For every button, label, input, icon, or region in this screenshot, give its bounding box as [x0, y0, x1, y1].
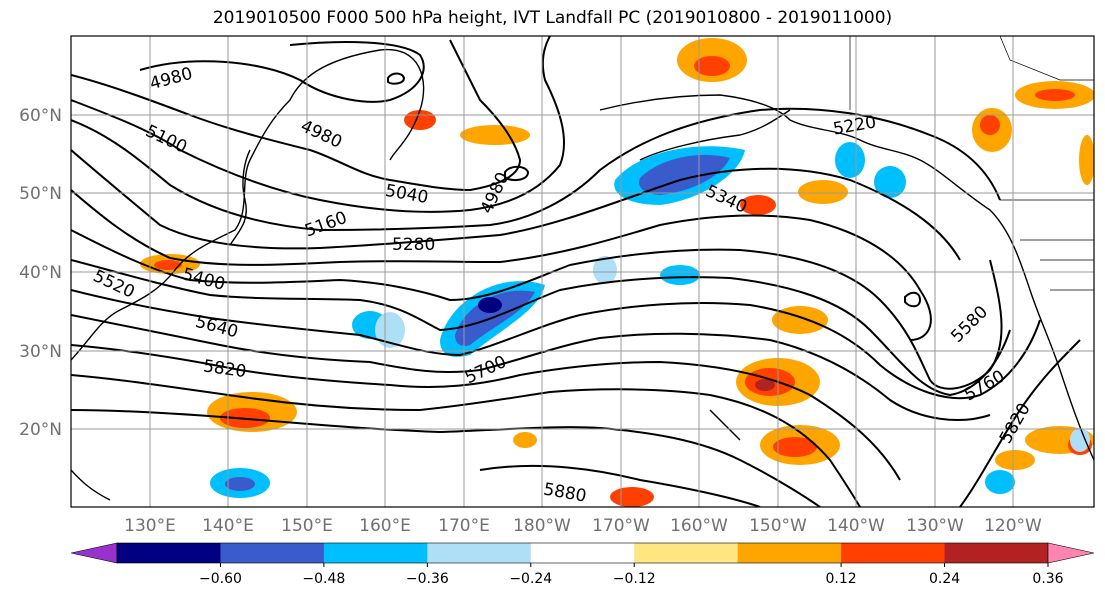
- colorbar: −0.60−0.48−0.36−0.24−0.120.120.240.360.4…: [70, 542, 1095, 587]
- colorbar-bin: [427, 543, 532, 563]
- colorbar-bin: [117, 543, 221, 563]
- colorbar-bin: [841, 543, 946, 563]
- colorbar-tick-label: −0.24: [509, 571, 552, 587]
- lon-label: 120°W: [984, 516, 1042, 536]
- contour-5820: [71, 409, 821, 507]
- ivt-blob: [660, 265, 700, 285]
- ivt-blob: [773, 437, 817, 457]
- coastline-north-america: [599, 94, 1094, 461]
- colorbar-bin: [323, 543, 428, 563]
- coastline-philippines: [71, 469, 111, 501]
- lon-label: 160°E: [359, 516, 411, 536]
- colorbar-extend-left: [70, 542, 118, 564]
- ivt-blob: [694, 56, 730, 76]
- contour-5700: [71, 344, 901, 481]
- contour-closed-low: [504, 165, 530, 181]
- ivt-blob: [995, 450, 1035, 470]
- colorbar-tick-label: −0.36: [406, 571, 449, 587]
- colorbar-extend-right: [1047, 542, 1095, 564]
- colorbar-tick-label: 0.36: [1032, 571, 1063, 587]
- lat-label: 20°N: [19, 420, 62, 440]
- ivt-blob: [593, 256, 617, 284]
- contour-5220: [71, 107, 1001, 232]
- ivt-blob: [225, 477, 255, 491]
- contour-closed-low: [904, 291, 922, 308]
- colorbar-tick-label: −0.48: [302, 571, 345, 587]
- lon-label: 150°E: [281, 516, 333, 536]
- ivt-blob: [835, 142, 865, 178]
- lon-label: 170°E: [438, 516, 490, 536]
- colorbar-bin: [737, 543, 842, 563]
- coastline-japan: [229, 149, 251, 246]
- ivt-blob: [455, 290, 535, 346]
- lon-label: 140°W: [827, 516, 885, 536]
- contour-5340: [71, 189, 932, 341]
- lon-label: 180°W: [513, 516, 571, 536]
- ivt-blob: [740, 195, 776, 215]
- colorbar-tick-label: 0.12: [826, 571, 857, 587]
- ivt-blob: [375, 312, 405, 348]
- lon-label: 130°E: [124, 516, 176, 536]
- ivt-blob: [478, 297, 502, 313]
- contour-5280: [71, 149, 961, 261]
- colorbar-tick-label: −0.12: [613, 571, 656, 587]
- lon-label: 150°W: [749, 516, 807, 536]
- coastline-aleutians: [639, 109, 791, 161]
- ivt-blob: [404, 110, 436, 130]
- lon-label: 170°W: [592, 516, 650, 536]
- contour-5880: [479, 464, 761, 507]
- ivt-positive-shading: [140, 38, 1094, 507]
- ivt-blob: [1070, 428, 1090, 452]
- ivt-blob: [1079, 135, 1094, 185]
- lon-label: 140°E: [202, 516, 254, 536]
- province-borders: [999, 36, 1094, 81]
- ivt-blob: [639, 154, 730, 195]
- ivt-blob: [460, 125, 530, 145]
- contour-5520: [71, 259, 1011, 397]
- colorbar-tick-label: 0.24: [929, 571, 960, 587]
- map-frame: [70, 35, 1095, 508]
- lat-label: 30°N: [19, 342, 62, 362]
- ivt-blob: [1035, 89, 1075, 101]
- ivt-blob: [980, 115, 1000, 135]
- ivt-blob: [513, 432, 537, 448]
- longitude-labels: 130°E 140°E 150°E 160°E 170°E 180°W 170°…: [124, 516, 1042, 536]
- colorbar-bin: [530, 543, 635, 563]
- contour-label: 5280: [392, 235, 435, 255]
- latitude-labels: 20°N 30°N 40°N 50°N 60°N: [19, 106, 62, 440]
- colorbar-tick-label: −0.60: [199, 571, 242, 587]
- lat-label: 60°N: [19, 106, 62, 126]
- graticule: [71, 36, 1094, 507]
- ivt-blob: [755, 379, 775, 391]
- map-title: 2019010500 F000 500 hPa height, IVT Land…: [212, 8, 893, 28]
- ivt-blob: [985, 470, 1015, 494]
- lat-label: 40°N: [19, 263, 62, 283]
- contour-5760: [71, 374, 861, 507]
- lon-label: 130°W: [906, 516, 964, 536]
- coastline-hawaii: [709, 409, 741, 441]
- state-borders: [1020, 239, 1094, 291]
- contour-5580: [71, 289, 1041, 400]
- contour-closed-low: [387, 72, 406, 85]
- colorbar-bin: [634, 543, 739, 563]
- ivt-blob: [772, 306, 828, 334]
- ivt-blob: [798, 180, 848, 204]
- lon-label: 160°W: [670, 516, 728, 536]
- lat-label: 50°N: [19, 184, 62, 204]
- political-borders: [849, 36, 1094, 291]
- ivt-blob: [154, 260, 182, 270]
- ivt-negative-shading: [210, 142, 1090, 498]
- colorbar-bin: [944, 543, 1049, 563]
- contour-5100: [71, 36, 566, 213]
- ivt-blob: [610, 487, 654, 507]
- colorbar-bin: [220, 543, 325, 563]
- contour-5820-east: [959, 339, 1081, 507]
- ivt-blob: [874, 166, 906, 198]
